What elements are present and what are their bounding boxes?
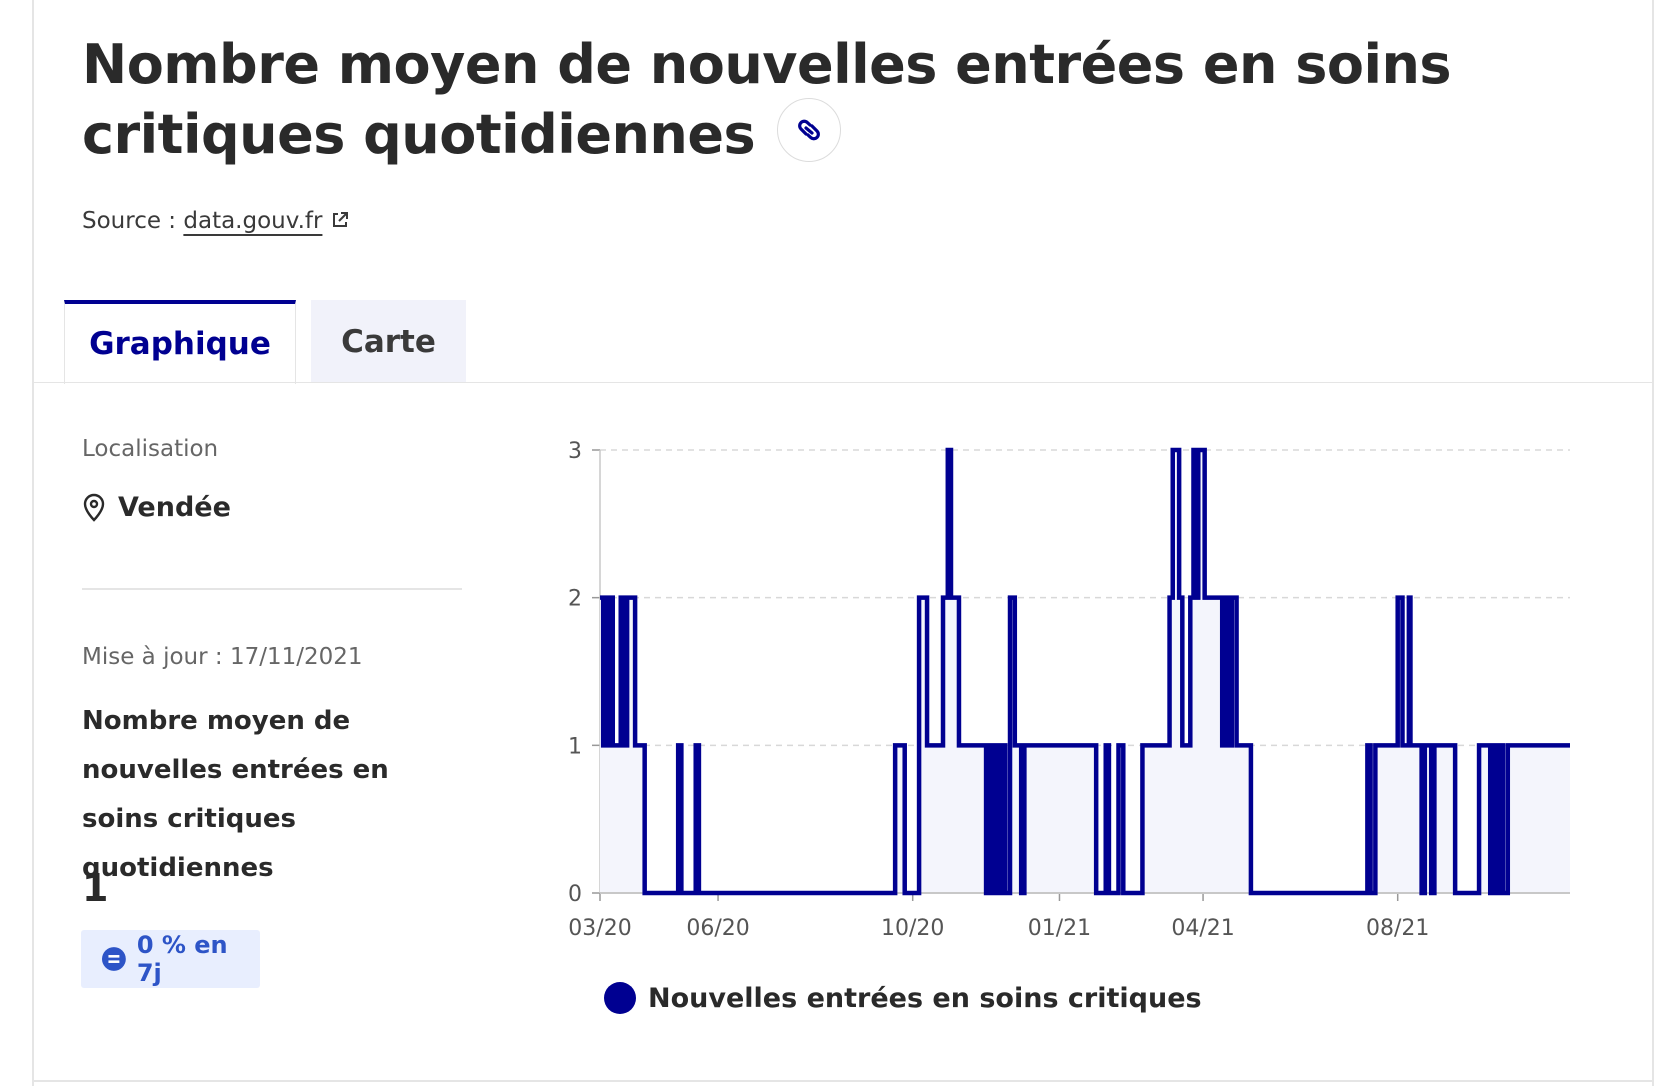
external-link-icon <box>333 212 349 227</box>
content-card <box>32 0 1654 1086</box>
sidebar-divider <box>82 588 462 590</box>
y-tick-label: 0 <box>568 882 582 907</box>
location-value-text: Vendée <box>118 492 231 523</box>
x-tick-label: 10/20 <box>881 916 944 941</box>
trend-badge-text: 0 % en 7j <box>136 931 228 987</box>
map-pin-icon <box>83 493 105 522</box>
stat-title: Nombre moyen de nouvelles entrées en soi… <box>82 706 389 883</box>
source-link-text: data.gouv.fr <box>183 208 323 234</box>
page-title-text: Nombre moyen de nouvelles entrées en soi… <box>82 33 1452 166</box>
x-tick-label: 03/20 <box>568 916 631 941</box>
legend-marker <box>604 982 636 1014</box>
link-icon <box>798 120 821 141</box>
y-tick-label: 2 <box>568 587 582 612</box>
y-tick-label: 1 <box>568 734 582 759</box>
x-tick-label: 04/21 <box>1171 916 1234 941</box>
tab-graphique[interactable]: Graphique <box>64 300 296 384</box>
chart-legend: Nouvelles entrées en soins critiques <box>604 982 1202 1014</box>
stat-value: 1 <box>82 866 109 910</box>
source-prefix: Source : <box>82 208 177 234</box>
source-line: Source : data.gouv.fr <box>82 208 350 234</box>
source-link[interactable]: data.gouv.fr <box>183 208 350 234</box>
tab-graphique-label: Graphique <box>89 326 271 362</box>
equals-icon <box>101 947 126 971</box>
tab-carte-label: Carte <box>341 323 436 360</box>
tabs-divider <box>32 382 1654 383</box>
x-tick-label: 08/21 <box>1366 916 1429 941</box>
legend-label: Nouvelles entrées en soins critiques <box>648 982 1202 1014</box>
location-label: Localisation <box>82 436 219 462</box>
tab-carte[interactable]: Carte <box>311 300 466 383</box>
update-date: Mise à jour : 17/11/2021 <box>82 644 363 670</box>
line-chart: 0 1 2 3 03/20 06/20 10/20 01/21 04/21 08/21 <box>568 439 1570 941</box>
bottom-divider <box>32 1080 1654 1082</box>
x-tick-label: 06/20 <box>686 916 749 941</box>
trend-badge: 0 % en 7j <box>81 930 260 988</box>
series-line <box>600 447 1570 896</box>
page-title: Nombre moyen de nouvelles entrées en soi… <box>82 30 1602 170</box>
y-tick-label: 3 <box>568 439 582 464</box>
copy-link-button[interactable] <box>777 98 842 163</box>
location-value: Vendée <box>82 492 231 523</box>
x-tick-label: 01/21 <box>1028 916 1091 941</box>
